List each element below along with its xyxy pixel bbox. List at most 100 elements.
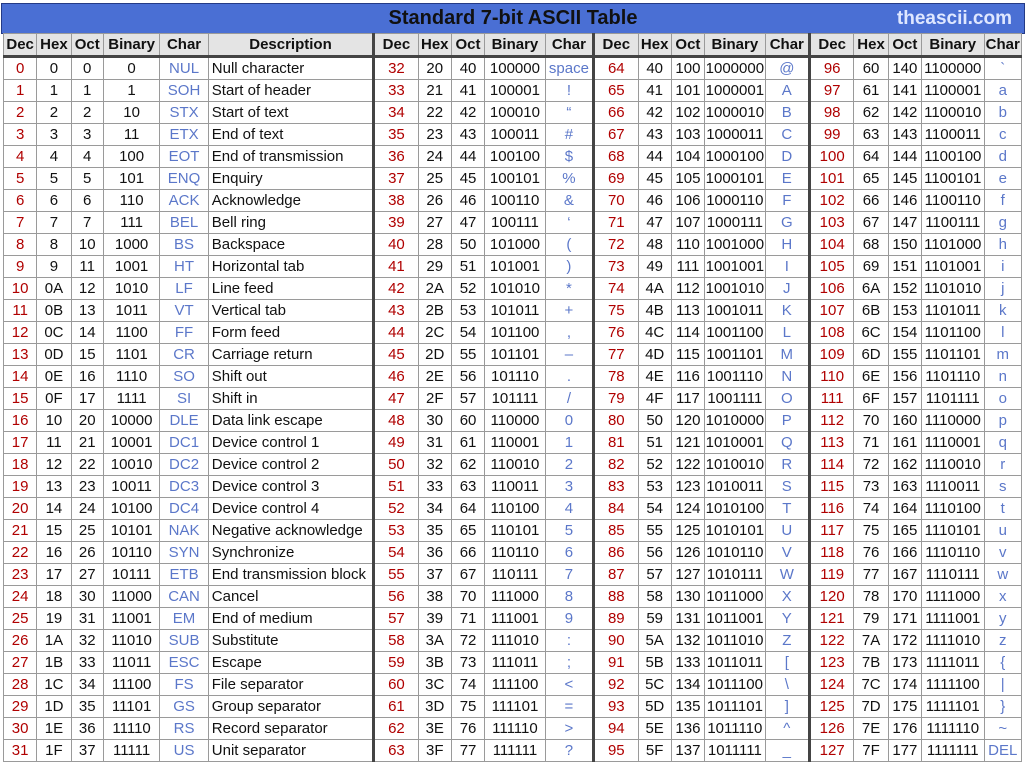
cell-dec: 104: [807, 232, 855, 256]
cell-dec: 61: [372, 694, 419, 718]
cell-oct: 116: [670, 364, 706, 388]
table-row: 7 7 7 111 BEL Bell ring 39 27 47 100111 ‘71 47 107 10…: [2, 210, 1023, 234]
cell-binary: 1101101: [920, 342, 985, 366]
cell-char: ?: [544, 738, 595, 763]
cell-binary: 1001001: [704, 254, 766, 278]
cell-dec: 53: [372, 518, 419, 542]
cell-description: End of text: [207, 123, 375, 146]
cell-oct: 30: [70, 584, 104, 608]
cell-binary: 11100: [102, 672, 161, 696]
cell-hex: 0: [36, 55, 72, 81]
table-row: 6 6 6 110 ACK Acknowledge 38 26 46 100110 & 70 46 106…: [2, 188, 1023, 212]
cell-hex: 2A: [417, 276, 452, 300]
cell-binary: 1110010: [920, 452, 985, 476]
cell-dec: 97: [807, 79, 855, 103]
table-row: 3 3 3 11 ETX End of text 35 23 43 100011 #67 43 103 1…: [2, 123, 1023, 146]
table-row: 1 1 1 1 SOH Start of header 33 21 41 100001! 65 41 1…: [2, 79, 1023, 103]
header-dec: Dec: [2, 33, 38, 58]
cell-binary: 11010: [102, 628, 161, 652]
cell-char: 3: [544, 474, 595, 498]
cell-binary: 111101: [484, 694, 546, 718]
cell-char: GS: [159, 694, 209, 718]
cell-char: <: [544, 672, 595, 696]
cell-dec: 44: [372, 320, 419, 344]
cell-description: Carriage return: [207, 342, 375, 366]
cell-dec: 15: [2, 386, 38, 410]
cell-dec: 45: [372, 342, 419, 366]
cell-hex: 4B: [637, 298, 672, 322]
cell-hex: 6: [36, 188, 72, 212]
cell-oct: 160: [887, 408, 922, 432]
cell-description: Negative acknowledge: [207, 518, 375, 542]
cell-oct: 171: [887, 606, 922, 630]
cell-oct: 32: [70, 628, 104, 652]
cell-hex: 26: [417, 188, 452, 212]
cell-binary: 11111: [102, 738, 161, 763]
table-row: 0 0 0 0 NUL Null character 32 20 40 100000 space 64…: [2, 55, 1023, 81]
cell-description: Device control 3: [207, 474, 375, 498]
cell-binary: 1010100: [704, 496, 766, 520]
cell-oct: 166: [887, 540, 922, 564]
cell-binary: 1001011: [704, 298, 766, 322]
cell-binary: 1111101: [920, 694, 985, 718]
cell-char: ETB: [159, 562, 209, 586]
cell-char: &: [544, 188, 595, 212]
cell-dec: 48: [372, 408, 419, 432]
cell-binary: 1110110: [920, 540, 985, 564]
cell-char: O: [764, 386, 811, 410]
cell-binary: 10100: [102, 496, 161, 520]
cell-oct: 152: [887, 276, 922, 300]
cell-hex: 3: [36, 123, 72, 146]
cell-char: m: [983, 342, 1023, 366]
cell-char: NUL: [159, 55, 209, 81]
cell-oct: 26: [70, 540, 104, 564]
cell-oct: 5: [70, 166, 104, 190]
cell-char: 2: [544, 452, 595, 476]
cell-hex: 51: [637, 430, 672, 454]
cell-hex: 31: [417, 430, 452, 454]
cell-oct: 64: [450, 496, 486, 520]
cell-hex: 43: [637, 123, 672, 146]
cell-hex: 4E: [637, 364, 672, 388]
cell-oct: 4: [70, 144, 104, 168]
cell-binary: 100101: [484, 166, 546, 190]
cell-oct: 54: [450, 320, 486, 344]
cell-binary: 10001: [102, 430, 161, 454]
cell-char: SUB: [159, 628, 209, 652]
cell-dec: 78: [592, 364, 639, 388]
cell-dec: 127: [807, 738, 855, 763]
cell-oct: 0: [70, 55, 104, 81]
cell-description: Acknowledge: [207, 188, 375, 212]
cell-char: LF: [159, 276, 209, 300]
cell-binary: 11110: [102, 716, 161, 740]
cell-binary: 1001000: [704, 232, 766, 256]
cell-binary: 1111011: [920, 650, 985, 674]
cell-char: %: [544, 166, 595, 190]
cell-binary: 1100010: [920, 101, 985, 124]
cell-oct: 155: [887, 342, 922, 366]
cell-binary: 1110111: [920, 562, 985, 586]
cell-description: Cancel: [207, 584, 375, 608]
cell-char: \: [764, 672, 811, 696]
cell-hex: 7E: [853, 716, 889, 740]
cell-binary: 1111001: [920, 606, 985, 630]
table-row: 15 0F 17 1111 SI Shift in 47 2F 57 101111/79 4F 117…: [2, 386, 1023, 410]
cell-dec: 47: [372, 386, 419, 410]
cell-hex: 39: [417, 606, 452, 630]
cell-oct: 105: [670, 166, 706, 190]
cell-oct: 53: [450, 298, 486, 322]
cell-char: P: [764, 408, 811, 432]
cell-hex: 33: [417, 474, 452, 498]
cell-hex: 62: [853, 101, 889, 124]
cell-hex: 5: [36, 166, 72, 190]
cell-hex: 5B: [637, 650, 672, 674]
table-row: 12 0C 14 1100 FF Form feed 44 2C 54 101100, 76 4C 11…: [2, 320, 1023, 344]
cell-binary: 1001010: [704, 276, 766, 300]
cell-dec: 88: [592, 584, 639, 608]
cell-binary: 100000: [484, 55, 546, 81]
cell-dec: 52: [372, 496, 419, 520]
cell-hex: 18: [36, 584, 72, 608]
cell-hex: 0B: [36, 298, 72, 322]
cell-oct: 63: [450, 474, 486, 498]
cell-binary: 100111: [484, 210, 546, 234]
